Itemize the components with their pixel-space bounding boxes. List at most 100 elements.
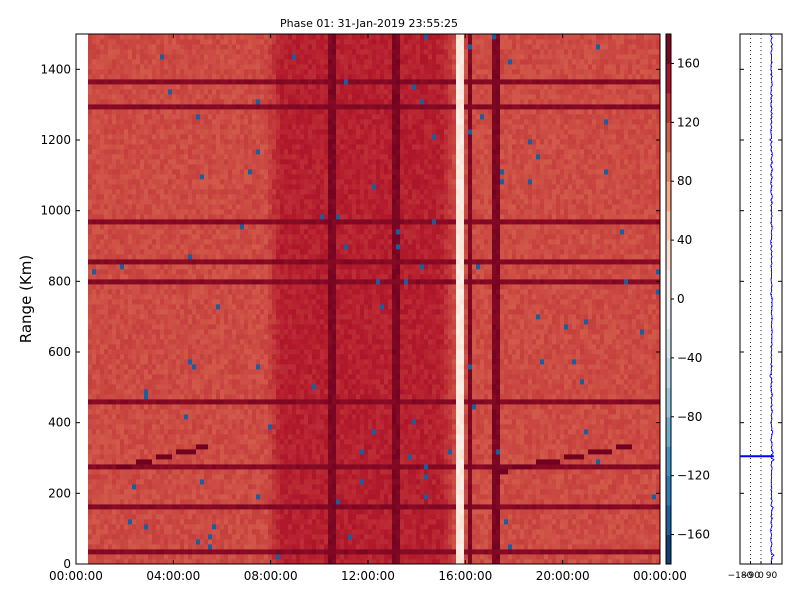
heatmap-cell bbox=[208, 479, 213, 485]
heatmap-cell bbox=[164, 329, 169, 335]
heatmap-cell bbox=[96, 179, 101, 185]
heatmap-cell bbox=[200, 394, 205, 400]
heatmap-cell bbox=[228, 339, 233, 345]
heatmap-cell bbox=[92, 224, 97, 230]
heatmap-cell bbox=[140, 549, 145, 555]
heatmap-cell bbox=[128, 394, 133, 400]
heatmap-cell bbox=[200, 529, 205, 535]
heatmap-cell bbox=[188, 179, 193, 185]
heatmap-cell bbox=[148, 129, 153, 135]
heatmap-cell bbox=[156, 539, 161, 545]
heatmap-cell bbox=[128, 534, 133, 540]
heatmap-cell bbox=[152, 349, 157, 355]
heatmap-cell bbox=[204, 404, 209, 410]
heatmap-cell bbox=[232, 169, 237, 175]
heatmap-cell bbox=[128, 364, 133, 370]
heatmap-cell bbox=[104, 249, 109, 255]
heatmap-cell bbox=[200, 389, 205, 395]
heatmap-cell bbox=[124, 514, 129, 520]
heatmap-cell bbox=[200, 94, 205, 100]
heatmap-cell bbox=[180, 59, 185, 65]
heatmap-cell bbox=[196, 489, 201, 495]
heatmap-cell bbox=[248, 174, 253, 180]
heatmap-cell bbox=[228, 454, 233, 460]
heatmap-cell bbox=[272, 444, 277, 450]
heatmap-cell bbox=[212, 239, 217, 245]
heatmap-cell bbox=[256, 539, 261, 545]
heatmap-cell bbox=[116, 474, 121, 480]
heatmap-cell bbox=[252, 299, 257, 305]
heatmap-cell bbox=[204, 214, 209, 220]
heatmap-cell bbox=[212, 444, 217, 450]
heatmap-cell bbox=[200, 379, 205, 385]
heatmap-cell bbox=[184, 394, 189, 400]
heatmap-cell bbox=[204, 159, 209, 165]
heatmap-cell bbox=[200, 449, 205, 455]
heatmap-cell bbox=[96, 414, 101, 420]
heatmap-cell bbox=[108, 349, 113, 355]
heatmap-cell bbox=[256, 479, 261, 485]
heatmap-cell bbox=[88, 114, 93, 120]
heatmap-cell bbox=[136, 404, 141, 410]
heatmap-cell bbox=[124, 324, 129, 330]
heatmap-cell bbox=[200, 79, 205, 85]
heatmap-cell bbox=[256, 449, 261, 455]
heatmap-cell bbox=[108, 44, 113, 50]
heatmap-cell bbox=[248, 554, 253, 560]
heatmap-cell bbox=[164, 159, 169, 165]
heatmap-cell bbox=[136, 314, 141, 320]
heatmap-cell bbox=[96, 274, 101, 280]
heatmap-cell bbox=[180, 74, 185, 80]
heatmap-cell bbox=[180, 84, 185, 90]
heatmap-cell bbox=[228, 424, 233, 430]
heatmap-cell bbox=[216, 174, 221, 180]
heatmap-cell bbox=[116, 234, 121, 240]
heatmap-cell bbox=[108, 449, 113, 455]
heatmap-cell bbox=[216, 549, 221, 555]
heatmap-cell bbox=[232, 219, 237, 225]
heatmap-cell bbox=[216, 249, 221, 255]
heatmap-cell bbox=[256, 144, 261, 150]
heatmap-cell bbox=[160, 254, 165, 260]
heatmap-cell bbox=[156, 334, 161, 340]
heatmap-cell bbox=[144, 139, 149, 145]
heatmap-cell bbox=[152, 524, 157, 530]
heatmap-cell bbox=[172, 379, 177, 385]
heatmap-cell bbox=[212, 204, 217, 210]
heatmap-cell bbox=[220, 69, 225, 75]
heatmap-cell bbox=[216, 459, 221, 465]
heatmap-cell bbox=[244, 149, 249, 155]
heatmap-cell bbox=[260, 549, 265, 555]
heatmap-cell bbox=[252, 419, 257, 425]
heatmap-cell bbox=[188, 429, 193, 435]
heatmap-cell bbox=[136, 134, 141, 140]
heatmap-cell bbox=[116, 224, 121, 230]
heatmap-cell bbox=[232, 474, 237, 480]
heatmap-cell bbox=[224, 359, 229, 365]
heatmap-cell bbox=[88, 349, 93, 355]
heatmap-cell bbox=[148, 84, 153, 90]
heatmap-cell bbox=[176, 449, 181, 455]
heatmap-cell bbox=[208, 519, 213, 525]
heatmap-cell bbox=[212, 199, 217, 205]
heatmap-cell bbox=[156, 414, 161, 420]
heatmap-cell bbox=[228, 194, 233, 200]
heatmap-cell bbox=[188, 484, 193, 490]
heatmap-cell bbox=[100, 69, 105, 75]
heatmap-cell bbox=[260, 219, 265, 225]
heatmap-cell bbox=[104, 199, 109, 205]
heatmap-cell bbox=[100, 404, 105, 410]
heatmap-cell bbox=[140, 424, 145, 430]
heatmap-cell bbox=[140, 109, 145, 115]
heatmap-cell bbox=[248, 334, 253, 340]
heatmap-cell bbox=[120, 479, 125, 485]
heatmap-cell bbox=[160, 559, 165, 565]
heatmap-cell bbox=[96, 494, 101, 500]
heatmap-cell bbox=[152, 269, 157, 275]
heatmap-cell bbox=[160, 209, 165, 215]
heatmap-cell bbox=[176, 124, 181, 130]
heatmap-cell bbox=[224, 384, 229, 390]
heatmap-cell bbox=[228, 74, 233, 80]
heatmap-cell bbox=[156, 44, 161, 50]
heatmap-cell bbox=[200, 409, 205, 415]
